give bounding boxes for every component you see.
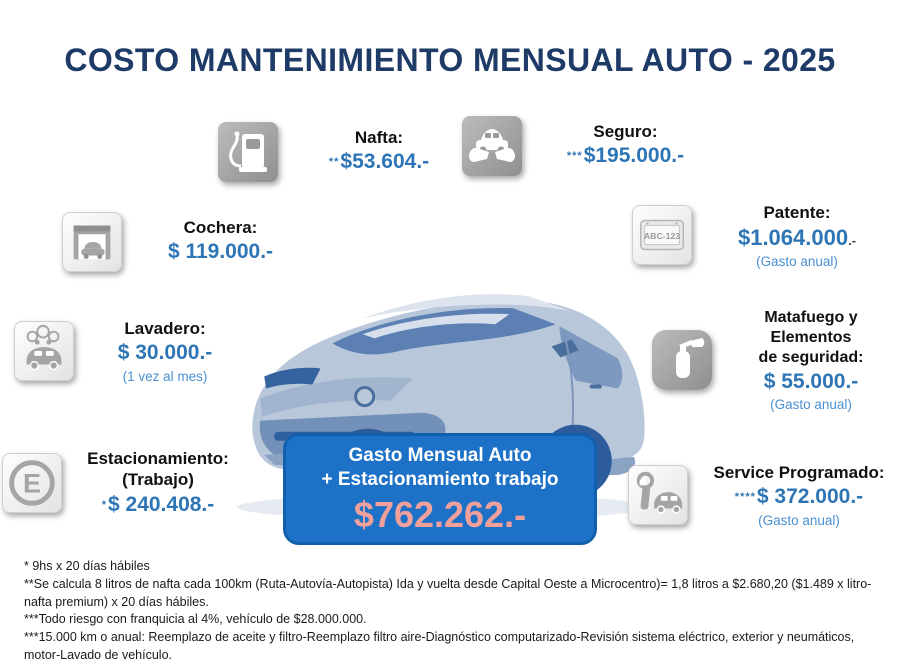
footnote-2: **Se calcula 8 litros de nafta cada 100k… (24, 576, 872, 609)
license-plate-icon: ABC-123 (632, 205, 692, 266)
footnote-marker: ** (328, 156, 340, 169)
stat-lavadero: Lavadero: $ 30.000.- (1 vez al mes) (14, 318, 244, 384)
footnote-marker: * (101, 498, 107, 511)
stat-value: $ 55.000.- (763, 370, 859, 393)
car-wash-icon (14, 320, 74, 381)
car-insurance-icon (462, 116, 522, 176)
stat-label: Seguro: (593, 122, 658, 142)
car-service-icon (628, 464, 688, 525)
footnote-4: ***15.000 km o anual: Reemplazo de aceit… (24, 630, 855, 662)
garage-icon (62, 212, 122, 272)
stat-value: $ 119.000.- (167, 240, 274, 264)
stat-estacionamiento: E Estacionamiento: (Trabajo) *$ 240.408.… (2, 448, 242, 519)
stat-value: ****$ 372.000.- (734, 485, 864, 509)
stat-label: Cochera: (183, 218, 258, 238)
stat-nafta: Nafta: **$53.604.- (218, 122, 468, 182)
stat-label-line2: (Trabajo) (122, 470, 194, 490)
footnote-marker: **** (734, 491, 756, 504)
stat-label: Patente: (763, 203, 831, 222)
stat-service: Service Programado: ****$ 372.000.- (Gas… (628, 462, 898, 528)
stat-note: (Gasto anual) (770, 397, 852, 413)
value-suffix: .- (848, 233, 857, 249)
stat-note: (1 vez al mes) (122, 368, 208, 384)
stat-value: **$53.604.- (328, 150, 430, 174)
stat-value: *$ 240.408.- (101, 492, 215, 516)
footnote-3: ***Todo riesgo con franquicia al 4%, veh… (24, 612, 367, 627)
summary-line1: Gasto Mensual Auto (348, 444, 532, 466)
svg-text:E: E (23, 469, 41, 499)
stat-matafuego: Matafuego y Elementos de seguridad: $ 55… (652, 308, 898, 412)
total-amount: $762.262.- (353, 493, 527, 535)
stat-note: (Gasto anual) (758, 512, 840, 528)
parking-icon: E (2, 453, 62, 514)
footnote-marker: *** (566, 150, 583, 163)
stat-value: ***$195.000.- (566, 144, 685, 168)
stat-label: Nafta: (354, 128, 404, 148)
stat-label: Matafuego y Elementos (764, 309, 858, 346)
fuel-pump-icon (218, 122, 278, 182)
stat-seguro: Seguro: ***$195.000.- (462, 116, 717, 176)
stat-value: $ 30.000.- (117, 341, 213, 365)
footnote-1: * 9hs x 20 días hábiles (24, 559, 150, 573)
fire-extinguisher-icon (652, 330, 712, 391)
footnotes: * 9hs x 20 días hábiles **Se calcula 8 l… (24, 558, 880, 664)
stat-label: Lavadero: (124, 319, 206, 338)
stat-patente: ABC-123 Patente: $1.064.000.- (Gasto anu… (632, 202, 890, 269)
stat-note: (Gasto anual) (756, 253, 838, 269)
stat-value: $1.064.000.- (737, 225, 857, 251)
stat-cochera: Cochera: $ 119.000.- (62, 212, 307, 272)
svg-text:ABC-123: ABC-123 (644, 231, 680, 241)
stat-label: Estacionamiento: (87, 449, 229, 468)
page-title: COSTO MANTENIMIENTO MENSUAL AUTO - 2025 (64, 42, 836, 78)
stat-label: Service Programado: (713, 463, 885, 482)
monthly-total-box: Gasto Mensual Auto + Estacionamiento tra… (283, 433, 597, 545)
stat-label-line2: de seguridad: (758, 349, 864, 366)
summary-line2: + Estacionamiento trabajo (321, 469, 559, 491)
